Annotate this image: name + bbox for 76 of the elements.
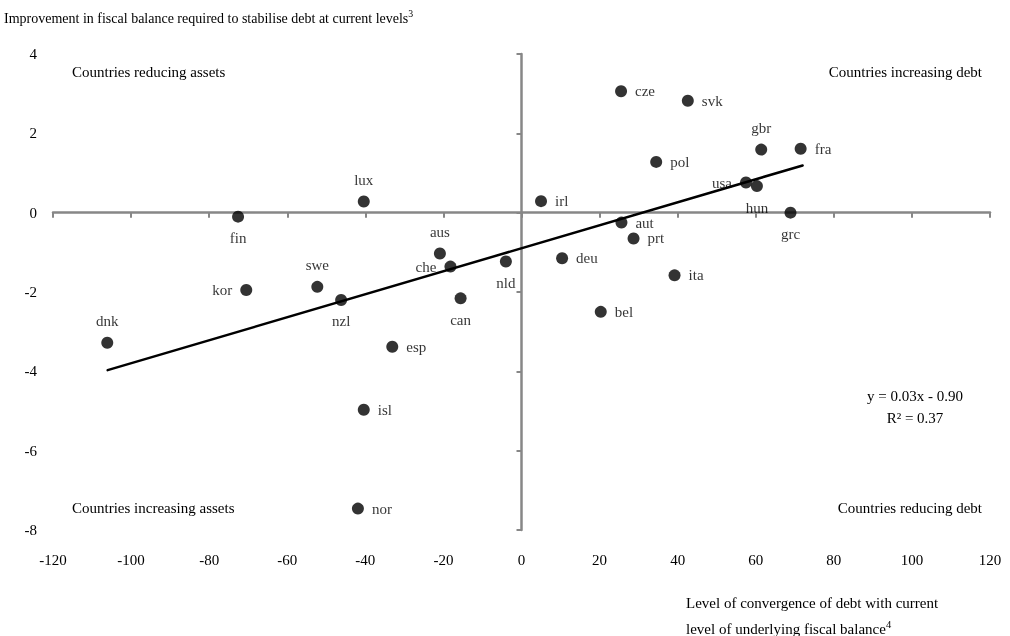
data-label: gbr — [751, 120, 772, 137]
data-label: can — [450, 311, 472, 328]
x-tick-label: 120 — [978, 551, 1002, 568]
point — [794, 142, 807, 155]
point — [357, 195, 370, 208]
x-tick-label: 100 — [900, 551, 924, 568]
data-label: isl — [377, 401, 392, 418]
data-label: bel — [614, 303, 634, 320]
annotation: y = 0.03x - 0.90 — [867, 387, 963, 404]
data-label: swe — [305, 257, 330, 274]
data-label: dnk — [96, 313, 120, 330]
x-tick-label: -80 — [199, 551, 220, 568]
x-tick-label: -120 — [39, 551, 67, 568]
data-label: lux — [354, 172, 374, 189]
x-tick-label: -100 — [117, 551, 145, 568]
point — [240, 284, 253, 297]
data-label: ita — [688, 267, 704, 284]
data-label: aut — [635, 214, 655, 231]
point — [556, 252, 569, 265]
data-label: nld — [496, 274, 516, 291]
data-label: fin — [229, 230, 247, 247]
data-label: kor — [212, 282, 233, 299]
point — [627, 232, 640, 245]
y-tick-label: 2 — [29, 125, 37, 142]
x-tick-label: 60 — [748, 551, 764, 568]
point — [454, 292, 467, 305]
point — [351, 502, 364, 515]
y-tick-label: -2 — [24, 284, 37, 300]
point — [232, 210, 245, 223]
data-label: grc — [780, 226, 801, 243]
data-label: pol — [670, 153, 690, 170]
point — [615, 85, 628, 98]
point — [755, 143, 768, 156]
point — [499, 255, 512, 268]
annotation: Countries reducing debt — [837, 499, 983, 516]
x-tick-label: 0 — [517, 551, 526, 568]
point — [650, 155, 663, 168]
point — [386, 340, 399, 353]
point — [357, 403, 370, 416]
y-tick-label: 0 — [29, 204, 37, 221]
data-label: irl — [555, 193, 569, 210]
annotation: Countries reducing assets — [72, 63, 226, 80]
y-tick-label: 4 — [29, 46, 38, 62]
point — [311, 280, 324, 293]
data-label: nzl — [331, 313, 351, 330]
data-label: svk — [701, 92, 724, 109]
data-label: esp — [406, 338, 427, 355]
x-tick-label: 80 — [826, 551, 842, 568]
x-tick-label: -60 — [277, 551, 298, 568]
point — [668, 269, 681, 282]
data-label: fra — [814, 140, 832, 157]
point — [681, 94, 694, 107]
data-label: hun — [745, 199, 769, 216]
y-axis-title: Improvement in fiscal balance required to stabilise debt at current levels$^{3}$ — [4, 8, 414, 27]
data-label: che — [415, 258, 437, 275]
annotation: Countries increasing assets — [72, 499, 235, 516]
x-tick-label: 40 — [670, 551, 686, 568]
point — [784, 206, 797, 219]
data-label: prt — [647, 230, 666, 247]
annotation: R² = 0.37 — [886, 409, 944, 426]
x-tick-label: 20 — [592, 551, 608, 568]
point — [101, 336, 114, 349]
point — [594, 305, 607, 318]
data-label: deu — [576, 250, 599, 267]
data-label: nor — [371, 500, 392, 517]
point — [535, 195, 548, 208]
y-tick-label: -6 — [24, 442, 38, 459]
data-label: aus — [429, 224, 451, 241]
annotation: Countries increasing debt — [828, 63, 983, 80]
x-tick-label: -40 — [355, 551, 376, 568]
x-tick-label: -20 — [433, 551, 454, 568]
data-label: cze — [635, 83, 656, 100]
point — [750, 180, 763, 193]
y-tick-label: -8 — [24, 522, 37, 538]
y-tick-label: -4 — [24, 363, 38, 380]
point — [433, 247, 446, 260]
